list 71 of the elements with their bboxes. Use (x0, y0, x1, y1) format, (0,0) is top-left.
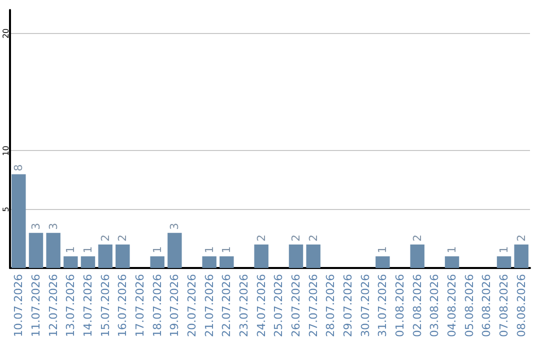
data-label: 2 (98, 234, 112, 242)
x-tick-label: 20.07.2026 (186, 274, 198, 338)
x-tick-label: 15.07.2026 (98, 274, 112, 338)
data-label: 1 (376, 246, 390, 254)
x-tick-label: 18.07.2026 (150, 274, 164, 338)
x-tick-label: 04.08.2026 (446, 274, 458, 338)
x-tick-label: 28.07.2026 (324, 274, 338, 338)
x-tick-label: 01.08.2026 (394, 274, 406, 338)
x-tick-label: 26.07.2026 (290, 274, 302, 338)
bar (64, 256, 78, 268)
x-tick-label: 27.07.2026 (306, 274, 320, 338)
bar (306, 244, 320, 268)
data-label: 2 (514, 234, 528, 242)
x-tick-label: 19.07.2026 (168, 274, 182, 338)
x-tick-label: 05.08.2026 (462, 274, 476, 338)
data-label: 3 (30, 222, 42, 230)
data-label: 2 (410, 234, 424, 242)
data-label: 1 (202, 246, 216, 254)
x-tick-label: 10.07.2026 (12, 274, 26, 338)
x-tick-label: 12.07.2026 (46, 274, 60, 338)
bar (168, 232, 182, 268)
x-tick-label: 03.08.2026 (428, 274, 442, 338)
data-label: 8 (12, 164, 26, 172)
data-label: 3 (46, 222, 60, 230)
x-tick-label: 29.07.2026 (342, 274, 354, 338)
x-tick-label: 11.07.2026 (30, 274, 42, 338)
data-label: 1 (446, 246, 458, 254)
data-label: 2 (290, 234, 302, 242)
data-label: 1 (220, 246, 234, 254)
x-tick-label: 07.08.2026 (498, 274, 510, 338)
bar (376, 256, 390, 268)
bar (116, 244, 130, 268)
x-tick-label: 31.07.2026 (376, 274, 390, 338)
x-tick-label: 24.07.2026 (254, 274, 268, 338)
x-tick-label: 14.07.2026 (82, 274, 94, 338)
x-tick-label: 16.07.2026 (116, 274, 130, 338)
bar (444, 256, 460, 268)
data-label: 2 (116, 234, 130, 242)
x-tick-label: 17.07.2026 (134, 274, 146, 338)
bar (12, 174, 26, 268)
x-tick-label: 30.07.2026 (358, 274, 372, 338)
bar (28, 232, 44, 268)
data-label: 3 (168, 222, 182, 230)
bar (150, 256, 164, 268)
x-tick-label: 23.07.2026 (238, 274, 250, 338)
y-tick-label: 20 (2, 28, 10, 39)
bar (80, 256, 96, 268)
x-tick-label: 25.07.2026 (272, 274, 286, 338)
data-label: 1 (150, 246, 164, 254)
x-tick-label: 13.07.2026 (64, 274, 78, 338)
bar (202, 256, 216, 268)
x-tick-label: 22.07.2026 (220, 274, 234, 338)
data-label: 1 (82, 246, 94, 254)
x-tick-label: 08.08.2026 (514, 274, 528, 338)
data-label: 2 (306, 234, 320, 242)
y-tick-label: 5 (2, 206, 10, 212)
y-tick-label: 10 (2, 146, 10, 156)
x-tick-label: 02.08.2026 (410, 274, 424, 338)
bar (410, 244, 424, 268)
x-tick-label: 06.08.2026 (480, 274, 494, 338)
data-label: 1 (64, 246, 78, 254)
data-label: 1 (498, 246, 510, 254)
bar (288, 244, 304, 268)
bar (220, 256, 234, 268)
bar (254, 244, 268, 268)
x-tick-label: 21.07.2026 (202, 274, 216, 338)
bar (514, 244, 528, 268)
data-label: 2 (254, 234, 268, 242)
bar (46, 232, 60, 268)
bar (496, 256, 512, 268)
bar (98, 244, 112, 268)
